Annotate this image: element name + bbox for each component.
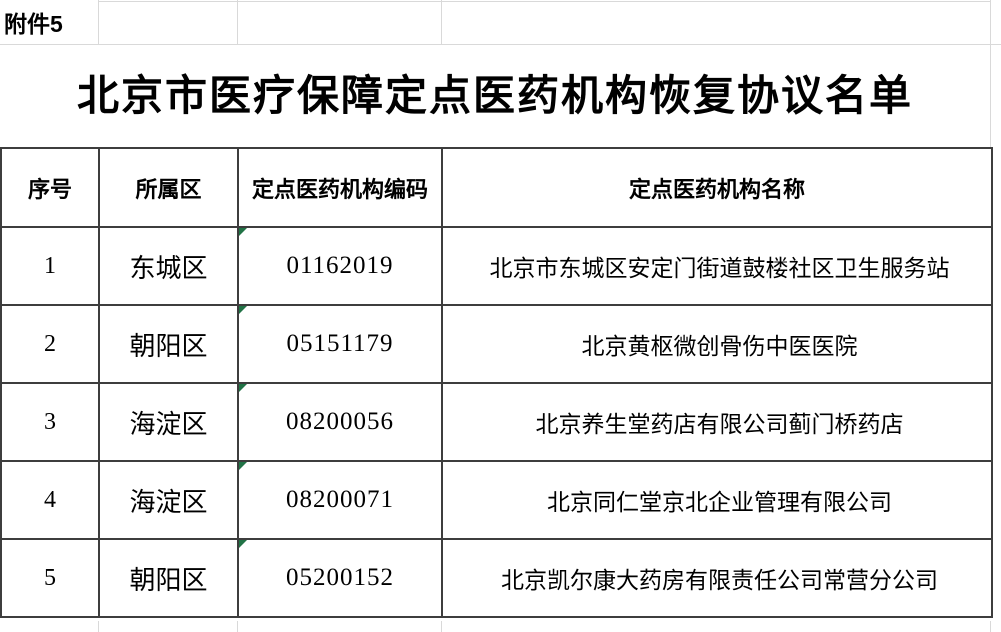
institution-code-cell: 05200152 (237, 538, 443, 618)
table-row: 2 朝阳区 05151179 北京黄枢微创骨伤中医医院 (0, 304, 993, 384)
header-district: 所属区 (98, 147, 239, 228)
sheet-gridline-top (99, 1, 990, 2)
institutions-table: 序号 所属区 定点医药机构编码 定点医药机构名称 1 东城区 01162019 … (0, 147, 993, 618)
institution-code-cell: 01162019 (237, 226, 443, 306)
institution-code: 05151179 (286, 330, 394, 357)
table-row: 1 东城区 01162019 北京市东城区安定门街道鼓楼社区卫生服务站 (0, 226, 993, 306)
table-row: 4 海淀区 08200071 北京同仁堂京北企业管理有限公司 (0, 460, 993, 540)
institution-code-cell: 05151179 (237, 304, 443, 384)
district-cell: 东城区 (98, 226, 239, 306)
table-row: 5 朝阳区 05200152 北京凯尔康大药房有限责任公司常营分公司 (0, 538, 993, 618)
sheet-gridline-col-a-bottom (98, 621, 99, 632)
sheet-gridline-row (0, 44, 1001, 45)
institution-name-cell: 北京市东城区安定门街道鼓楼社区卫生服务站 (441, 226, 993, 306)
serial-number-cell: 1 (0, 226, 100, 306)
sheet-gridline-col-a (98, 0, 99, 44)
sheet-gridline-col-right (990, 0, 991, 147)
institution-code: 05200152 (286, 564, 394, 591)
sheet-gridline-col-c-bottom (441, 621, 442, 632)
serial-number-cell: 3 (0, 382, 100, 462)
institution-name-cell: 北京同仁堂京北企业管理有限公司 (441, 460, 993, 540)
table-header-row: 序号 所属区 定点医药机构编码 定点医药机构名称 (0, 147, 993, 228)
table-row: 3 海淀区 08200056 北京养生堂药店有限公司蓟门桥药店 (0, 382, 993, 462)
institution-name-cell: 北京养生堂药店有限公司蓟门桥药店 (441, 382, 993, 462)
attachment-label: 附件5 (4, 11, 63, 37)
institution-code-cell: 08200056 (237, 382, 443, 462)
district-cell: 海淀区 (98, 382, 239, 462)
institution-name-cell: 北京黄枢微创骨伤中医医院 (441, 304, 993, 384)
header-institution-name: 定点医药机构名称 (441, 147, 993, 228)
sheet-gridline-col-b (237, 0, 238, 44)
sheet-gridline-col-c (441, 0, 442, 44)
institution-code: 08200056 (286, 408, 394, 435)
serial-number-cell: 4 (0, 460, 100, 540)
district-cell: 朝阳区 (98, 538, 239, 618)
institution-code: 08200071 (286, 486, 394, 513)
header-serial-number: 序号 (0, 147, 100, 228)
sheet-gridline-col-right-bottom (990, 621, 991, 632)
district-cell: 海淀区 (98, 460, 239, 540)
text-as-number-indicator-icon (240, 463, 247, 470)
text-as-number-indicator-icon (240, 385, 247, 392)
text-as-number-indicator-icon (240, 541, 247, 548)
district-cell: 朝阳区 (98, 304, 239, 384)
text-as-number-indicator-icon (240, 229, 247, 236)
institution-code: 01162019 (286, 252, 394, 279)
page-title: 北京市医疗保障定点医药机构恢复协议名单 (76, 74, 913, 120)
serial-number-cell: 2 (0, 304, 100, 384)
sheet-gridline-col-b-bottom (237, 621, 238, 632)
institution-code-cell: 08200071 (237, 460, 443, 540)
header-institution-code: 定点医药机构编码 (237, 147, 443, 228)
text-as-number-indicator-icon (240, 307, 247, 314)
serial-number-cell: 5 (0, 538, 100, 618)
institution-name-cell: 北京凯尔康大药房有限责任公司常营分公司 (441, 538, 993, 618)
